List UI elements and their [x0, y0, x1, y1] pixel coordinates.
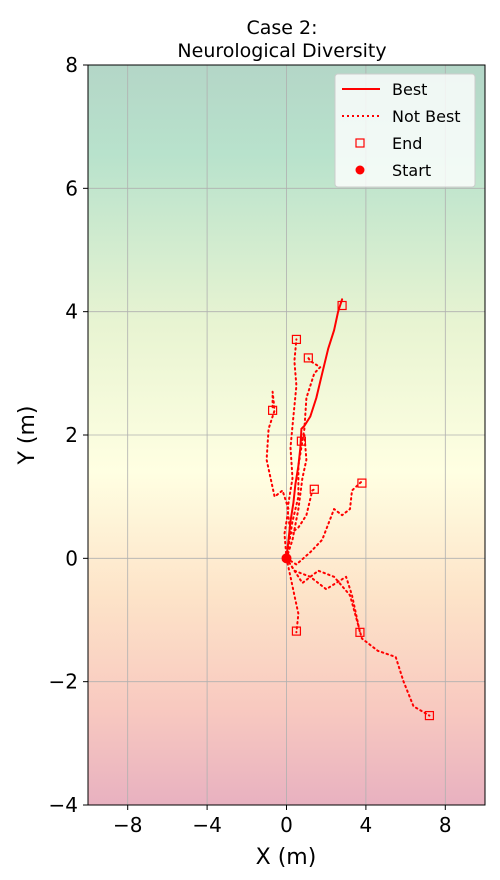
- end-marker: [291, 626, 302, 636]
- x-tick-label: −8: [113, 813, 142, 837]
- end-marker: [291, 334, 302, 345]
- x-tick-label: 0: [280, 813, 293, 837]
- y-tick-label: 6: [65, 176, 78, 200]
- not-best-trajectory-line: [285, 356, 322, 560]
- x-tick-label: 4: [360, 813, 373, 837]
- legend-swatch-start: [355, 165, 365, 175]
- ticks: −8 −4 0 4 8 −4 −2 0 2 4 6 8: [49, 53, 452, 837]
- grid: [88, 64, 485, 806]
- not-best-trajectory-line: [285, 488, 316, 560]
- x-tick-label: −4: [192, 813, 221, 837]
- start-marker: [281, 553, 292, 564]
- end-marker: [309, 484, 319, 494]
- not-best-trajectory-line: [285, 557, 431, 717]
- legend-box: [334, 73, 476, 188]
- legend-label-best: Best: [392, 80, 427, 99]
- not-best-trajectory-line: [285, 338, 298, 560]
- not-best-trajectory-line: [285, 480, 363, 566]
- x-tick-label: 8: [439, 813, 452, 837]
- chart-title: Case 2:: [246, 17, 317, 39]
- y-tick-label: 8: [65, 53, 78, 77]
- y-tick-label: 4: [65, 300, 78, 324]
- legend: Best Not Best End Start: [334, 73, 476, 188]
- best-trajectory-line: [285, 298, 344, 560]
- chart-subtitle: Neurological Diversity: [177, 40, 386, 62]
- not-best-trajectory-line: [285, 557, 361, 634]
- not-best-trajectory-line: [265, 390, 290, 560]
- end-marker: [303, 353, 313, 363]
- end-marker: [355, 627, 365, 637]
- end-marker: [424, 710, 435, 721]
- data-layer: [265, 298, 435, 721]
- end-marker: [357, 478, 367, 488]
- legend-label-end: End: [392, 134, 422, 153]
- y-tick-label: −4: [49, 793, 78, 817]
- end-marker: [296, 436, 306, 446]
- legend-label-not-best: Not Best: [392, 107, 461, 126]
- y-tick-label: 2: [65, 423, 78, 447]
- y-tick-label: 0: [65, 546, 78, 570]
- end-marker: [337, 300, 347, 311]
- legend-label-start: Start: [392, 161, 431, 180]
- x-axis-label: X (m): [256, 845, 317, 870]
- end-marker: [268, 405, 278, 415]
- legend-swatch-end: [355, 138, 365, 148]
- y-axis-label: Y (m): [15, 405, 40, 465]
- y-tick-label: −2: [49, 670, 78, 694]
